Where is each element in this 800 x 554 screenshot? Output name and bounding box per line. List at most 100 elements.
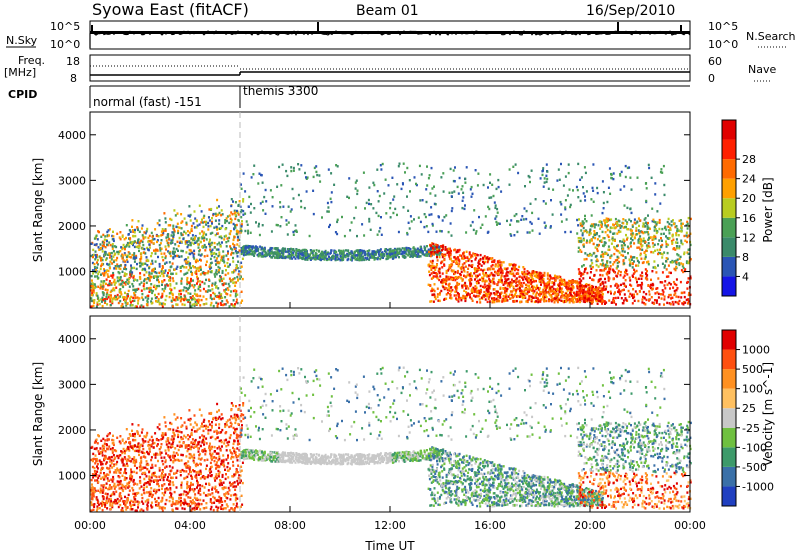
heatmap-cell bbox=[455, 290, 458, 293]
heatmap-cell bbox=[556, 287, 559, 290]
heatmap-cell bbox=[202, 221, 204, 224]
heatmap-cell bbox=[506, 219, 508, 223]
heatmap-cell bbox=[124, 266, 126, 269]
heatmap-cell bbox=[431, 224, 434, 227]
heatmap-cell bbox=[582, 298, 585, 301]
heatmap-cell bbox=[184, 232, 187, 235]
heatmap-cell bbox=[455, 294, 458, 297]
heatmap-cell bbox=[599, 273, 602, 277]
heatmap-cell bbox=[217, 295, 220, 298]
heatmap-cell bbox=[621, 240, 624, 243]
heatmap-cell bbox=[441, 249, 443, 252]
heatmap-cell bbox=[321, 257, 324, 261]
heatmap-cell bbox=[483, 255, 486, 258]
heatmap-cell bbox=[206, 254, 209, 257]
heatmap-cell bbox=[125, 236, 127, 240]
heatmap-cell bbox=[685, 231, 688, 234]
heatmap-cell bbox=[99, 243, 102, 246]
heatmap-cell bbox=[201, 218, 203, 221]
heatmap-cell bbox=[577, 250, 580, 253]
heatmap-cell bbox=[553, 292, 556, 295]
heatmap-cell bbox=[282, 254, 284, 257]
heatmap-cell bbox=[228, 214, 231, 217]
heatmap-cell bbox=[137, 287, 140, 291]
heatmap-cell bbox=[580, 297, 583, 300]
heatmap-cell bbox=[216, 257, 218, 260]
heatmap-cell bbox=[195, 269, 198, 273]
heatmap-cell bbox=[178, 292, 181, 296]
heatmap-cell bbox=[483, 262, 486, 265]
heatmap-cell bbox=[516, 220, 518, 223]
heatmap-cell bbox=[563, 299, 566, 303]
heatmap-cell bbox=[452, 277, 455, 280]
heatmap-cell bbox=[188, 281, 191, 284]
heatmap-cell bbox=[397, 165, 400, 168]
heatmap-cell bbox=[233, 244, 236, 247]
heatmap-cell bbox=[642, 222, 645, 225]
heatmap-cell bbox=[407, 247, 410, 250]
heatmap-cell bbox=[581, 265, 583, 268]
heatmap-cell bbox=[461, 206, 464, 210]
heatmap-cell bbox=[585, 296, 588, 300]
heatmap-cell bbox=[180, 279, 183, 283]
heatmap-cell bbox=[186, 278, 189, 282]
heatmap-cell bbox=[172, 233, 175, 236]
heatmap-cell bbox=[268, 254, 271, 258]
heatmap-cell bbox=[593, 295, 595, 298]
heatmap-cell bbox=[116, 250, 119, 254]
heatmap-cell bbox=[607, 224, 610, 227]
heatmap-cell bbox=[132, 230, 135, 233]
heatmap-cell bbox=[92, 304, 95, 307]
heatmap-cell bbox=[224, 303, 227, 306]
heatmap-cell bbox=[469, 278, 472, 281]
heatmap-cell bbox=[528, 279, 530, 282]
heatmap-cell bbox=[154, 293, 156, 297]
heatmap-cell bbox=[183, 298, 185, 301]
heatmap-cell bbox=[564, 175, 567, 178]
heatmap-cell bbox=[498, 268, 501, 271]
heatmap-cell bbox=[171, 262, 174, 265]
heatmap-cell bbox=[395, 253, 398, 256]
heatmap-cell bbox=[218, 268, 220, 272]
heatmap-cell bbox=[336, 218, 339, 221]
heatmap-cell bbox=[530, 222, 533, 225]
heatmap-cell bbox=[199, 254, 202, 257]
heatmap-cell bbox=[439, 291, 441, 295]
heatmap-cell bbox=[484, 260, 487, 264]
heatmap-cell bbox=[504, 275, 507, 278]
heatmap-cell bbox=[170, 299, 173, 302]
heatmap-cell bbox=[158, 262, 161, 266]
heatmap-cell bbox=[500, 268, 503, 272]
heatmap-cell bbox=[172, 255, 175, 259]
heatmap-cell bbox=[124, 274, 127, 277]
heatmap-cell bbox=[289, 257, 292, 260]
heatmap-cell bbox=[495, 215, 498, 218]
heatmap-cell bbox=[665, 242, 668, 246]
heatmap-cell bbox=[483, 290, 486, 294]
heatmap-cell bbox=[588, 294, 591, 297]
heatmap-cell bbox=[101, 250, 104, 253]
heatmap-cell bbox=[447, 247, 450, 250]
heatmap-cell bbox=[306, 258, 309, 261]
heatmap-cell bbox=[453, 294, 456, 297]
heatmap-cell bbox=[154, 228, 157, 231]
heatmap-cell bbox=[361, 223, 364, 226]
heatmap-cell bbox=[113, 283, 116, 286]
heatmap-cell bbox=[569, 281, 572, 285]
heatmap-cell bbox=[352, 253, 355, 256]
heatmap-cell bbox=[569, 287, 572, 290]
heatmap-cell bbox=[546, 284, 548, 288]
heatmap-cell bbox=[419, 255, 422, 258]
heatmap-cell bbox=[121, 296, 124, 299]
heatmap-cell bbox=[667, 295, 670, 299]
heatmap-cell bbox=[119, 278, 122, 281]
heatmap-cell bbox=[423, 213, 426, 216]
heatmap-cell bbox=[249, 211, 252, 214]
heatmap-cell bbox=[218, 297, 221, 300]
heatmap-cell bbox=[664, 264, 666, 267]
heatmap-cell bbox=[548, 285, 551, 288]
heatmap-cell bbox=[383, 254, 386, 258]
heatmap-cell bbox=[678, 257, 681, 260]
heatmap-cell bbox=[654, 182, 657, 185]
heatmap-cell bbox=[215, 248, 218, 251]
